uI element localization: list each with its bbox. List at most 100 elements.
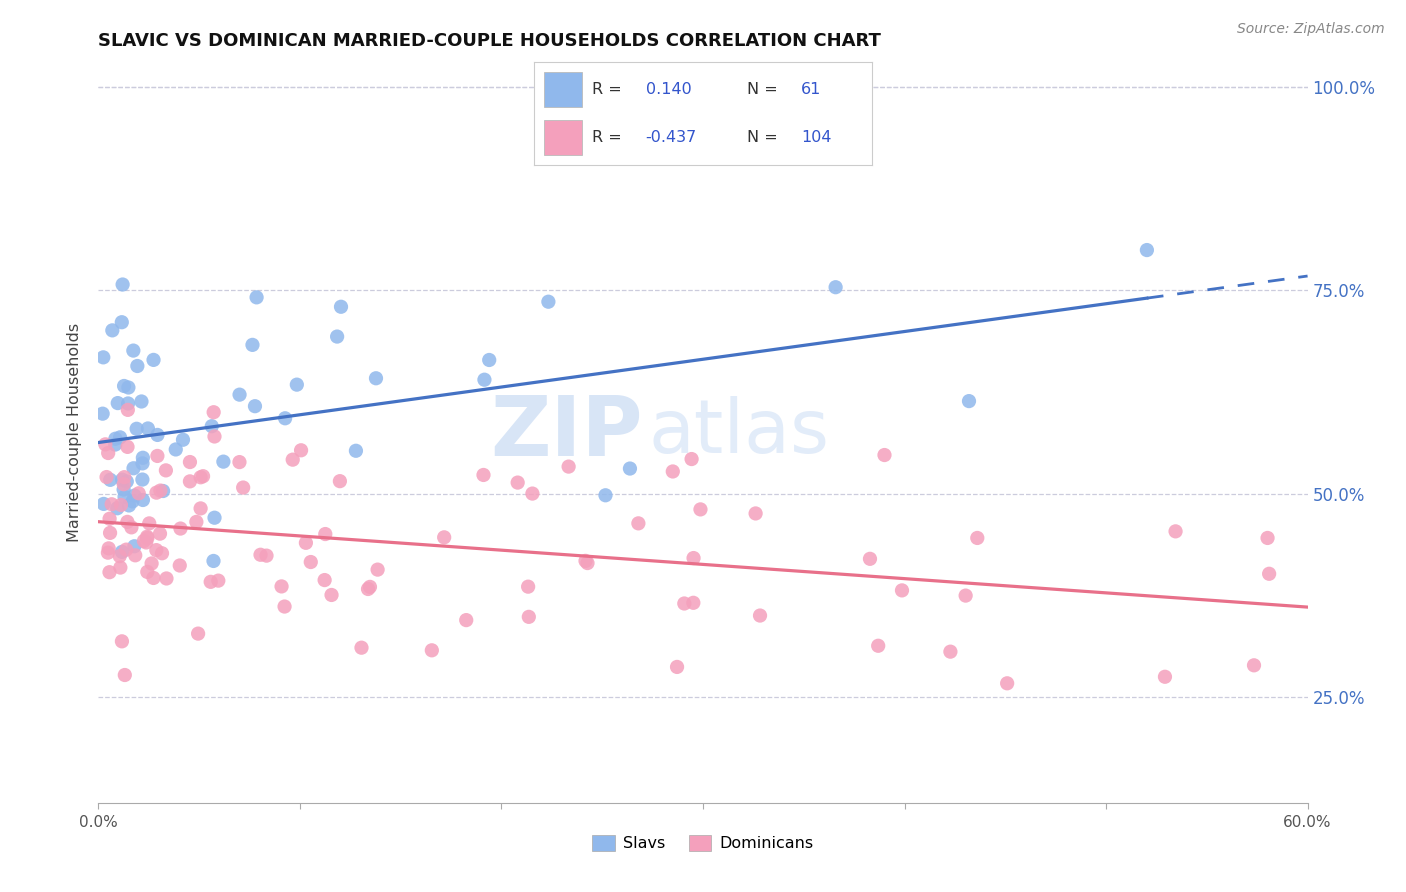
Point bbox=[179, 475, 201, 489]
Point bbox=[689, 502, 711, 516]
Text: 104: 104 bbox=[801, 130, 831, 145]
Point bbox=[1136, 243, 1159, 257]
Point bbox=[273, 599, 295, 614]
Point bbox=[673, 597, 696, 611]
Point bbox=[995, 676, 1018, 690]
Point bbox=[145, 543, 167, 558]
Legend: Slavs, Dominicans: Slavs, Dominicans bbox=[586, 829, 820, 858]
Point bbox=[138, 516, 160, 531]
Point bbox=[152, 483, 174, 498]
Point bbox=[132, 450, 155, 465]
Point bbox=[682, 596, 704, 610]
Text: N =: N = bbox=[747, 130, 778, 145]
Point bbox=[93, 497, 115, 511]
Point bbox=[97, 446, 120, 460]
Point bbox=[344, 443, 367, 458]
Point bbox=[201, 419, 224, 434]
Point bbox=[96, 470, 118, 484]
Point bbox=[506, 475, 529, 490]
Point bbox=[114, 668, 136, 682]
Point bbox=[314, 527, 336, 541]
Point bbox=[150, 546, 173, 560]
Point bbox=[420, 643, 443, 657]
Point bbox=[108, 549, 131, 563]
Point bbox=[124, 539, 146, 553]
Point bbox=[115, 542, 138, 557]
Point bbox=[117, 380, 139, 394]
Point bbox=[111, 473, 134, 487]
Point bbox=[115, 475, 138, 489]
Point bbox=[249, 548, 271, 562]
Point bbox=[136, 565, 159, 579]
Point bbox=[149, 483, 172, 498]
Point bbox=[110, 498, 132, 512]
Point bbox=[118, 499, 141, 513]
Text: SLAVIC VS DOMINICAN MARRIED-COUPLE HOUSEHOLDS CORRELATION CHART: SLAVIC VS DOMINICAN MARRIED-COUPLE HOUSE… bbox=[98, 32, 882, 50]
Text: R =: R = bbox=[592, 130, 621, 145]
Point bbox=[207, 574, 229, 588]
Point bbox=[125, 422, 148, 436]
Point bbox=[859, 551, 882, 566]
Point bbox=[190, 470, 212, 484]
Point bbox=[285, 377, 308, 392]
Point bbox=[101, 323, 124, 337]
Text: atlas: atlas bbox=[648, 396, 830, 469]
Point bbox=[1164, 524, 1187, 539]
Point bbox=[131, 456, 153, 470]
Point bbox=[321, 588, 343, 602]
Point bbox=[202, 554, 225, 568]
Point bbox=[517, 580, 540, 594]
Point bbox=[891, 583, 914, 598]
Point bbox=[290, 443, 312, 458]
Point bbox=[98, 565, 121, 579]
Text: Source: ZipAtlas.com: Source: ZipAtlas.com bbox=[1237, 22, 1385, 37]
Point bbox=[456, 613, 478, 627]
Point bbox=[200, 574, 222, 589]
Point bbox=[474, 373, 496, 387]
Point bbox=[98, 473, 121, 487]
Point bbox=[357, 582, 380, 596]
Point bbox=[744, 507, 766, 521]
Point bbox=[111, 277, 134, 292]
Text: -0.437: -0.437 bbox=[645, 130, 697, 145]
Point bbox=[204, 510, 226, 524]
Point bbox=[966, 531, 988, 545]
Point bbox=[110, 560, 132, 574]
Text: 0.140: 0.140 bbox=[645, 81, 692, 96]
Point bbox=[94, 437, 117, 451]
Point bbox=[136, 421, 159, 435]
Point bbox=[204, 429, 226, 443]
Point bbox=[124, 549, 146, 563]
Point bbox=[169, 522, 191, 536]
Point bbox=[97, 541, 120, 556]
Point bbox=[873, 448, 896, 462]
Point bbox=[165, 442, 187, 457]
Point bbox=[122, 461, 145, 475]
Point bbox=[149, 526, 172, 541]
Point bbox=[169, 558, 191, 573]
Point bbox=[100, 497, 122, 511]
Point bbox=[329, 474, 352, 488]
Point bbox=[122, 343, 145, 358]
Point bbox=[112, 470, 135, 484]
Point bbox=[155, 463, 177, 477]
Point bbox=[104, 437, 127, 451]
Point bbox=[243, 399, 266, 413]
Point bbox=[256, 549, 278, 563]
Point bbox=[128, 486, 150, 500]
Point bbox=[91, 351, 114, 365]
Point bbox=[146, 428, 169, 442]
Point bbox=[359, 580, 381, 594]
Point bbox=[187, 626, 209, 640]
Point bbox=[824, 280, 846, 294]
Point bbox=[132, 493, 155, 508]
Point bbox=[270, 579, 292, 593]
Point bbox=[111, 315, 134, 329]
Point bbox=[172, 433, 194, 447]
Point bbox=[186, 515, 208, 529]
Point bbox=[228, 387, 250, 401]
Point bbox=[91, 407, 114, 421]
Point bbox=[537, 294, 560, 309]
Point bbox=[595, 488, 617, 502]
Point bbox=[124, 489, 146, 503]
